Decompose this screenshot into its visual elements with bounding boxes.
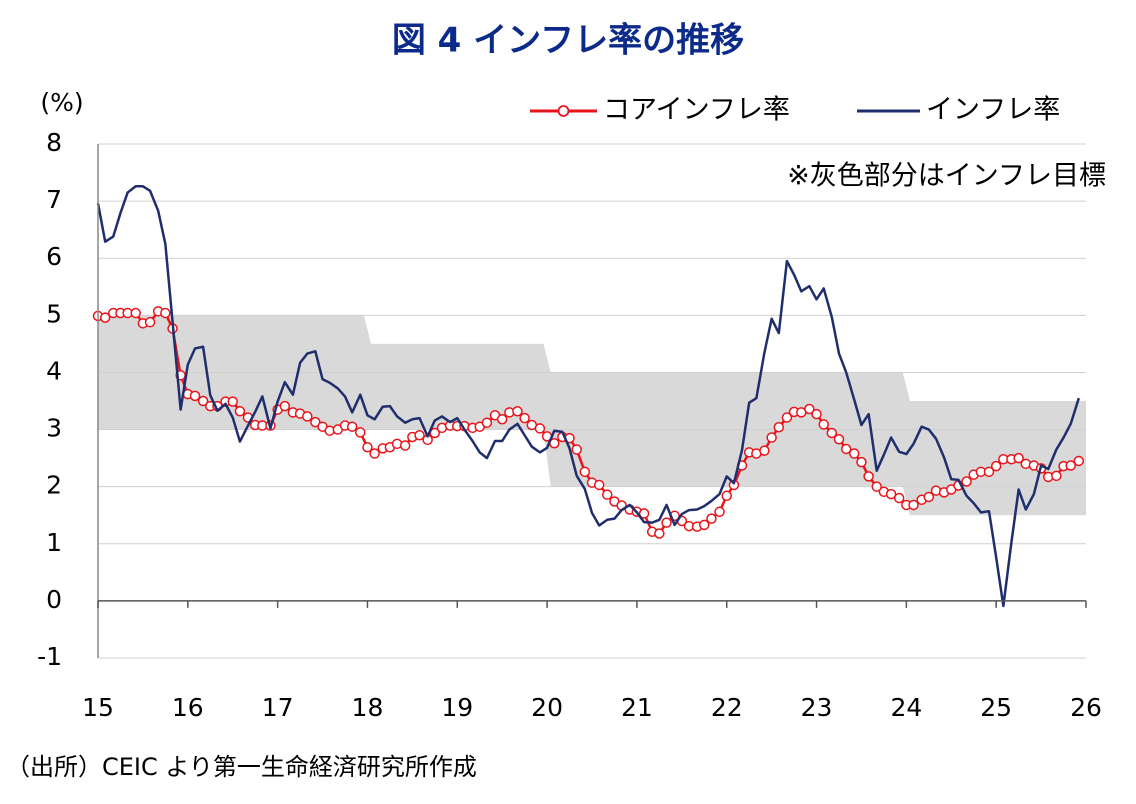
series-marker bbox=[766, 432, 777, 443]
series-line bbox=[96, 185, 1081, 608]
x-tick-label: 23 bbox=[801, 693, 833, 722]
source: （出所）CEIC より第一生命経済研究所作成 bbox=[6, 753, 477, 781]
y-tick-label: 5 bbox=[46, 299, 62, 328]
series-marker bbox=[481, 417, 493, 428]
x-tick-label: 20 bbox=[531, 693, 563, 722]
legend-marker bbox=[557, 105, 570, 117]
series-marker bbox=[310, 416, 321, 428]
series-marker bbox=[369, 448, 380, 459]
series-marker bbox=[579, 466, 591, 478]
series-marker bbox=[279, 400, 291, 412]
series-marker bbox=[714, 506, 725, 518]
series-marker bbox=[1065, 460, 1076, 471]
series-marker bbox=[759, 445, 770, 456]
series-marker bbox=[826, 427, 838, 439]
series-marker bbox=[863, 471, 874, 482]
series-marker bbox=[593, 479, 605, 491]
series-marker bbox=[227, 396, 238, 407]
series-marker bbox=[399, 440, 411, 451]
y-tick-label: 1 bbox=[46, 528, 62, 557]
series-marker bbox=[773, 422, 785, 433]
series-marker bbox=[781, 412, 793, 423]
x-tick-label: 16 bbox=[172, 693, 204, 722]
series-marker bbox=[699, 519, 710, 531]
series-marker bbox=[871, 481, 882, 492]
y-tick-label: 3 bbox=[46, 414, 62, 443]
series-marker bbox=[1073, 455, 1085, 467]
series-marker bbox=[983, 466, 995, 478]
series-marker bbox=[706, 513, 717, 524]
chart-title: 図 4 インフレ率の推移 bbox=[392, 21, 744, 61]
legend-label: コアインフレ率 bbox=[603, 95, 790, 126]
x-tick-label: 22 bbox=[711, 693, 743, 722]
legend-label: インフレ率 bbox=[926, 95, 1060, 126]
series-marker bbox=[1013, 452, 1024, 464]
series-marker bbox=[189, 390, 201, 402]
series-marker bbox=[923, 491, 935, 503]
y-tick-label: 7 bbox=[46, 185, 62, 214]
y-tick-label: 8 bbox=[46, 128, 62, 157]
series-marker bbox=[818, 419, 829, 430]
x-tick-label: 25 bbox=[980, 693, 1012, 722]
x-tick-label: 18 bbox=[352, 693, 384, 722]
series-marker bbox=[362, 442, 373, 453]
x-tick-label: 21 bbox=[621, 693, 653, 722]
series-marker bbox=[721, 490, 732, 502]
target-band bbox=[98, 315, 1086, 516]
series-marker bbox=[414, 430, 425, 441]
series-marker bbox=[234, 406, 246, 417]
series-marker bbox=[519, 412, 530, 424]
y-tick-label: 4 bbox=[46, 356, 62, 385]
series-marker bbox=[638, 508, 650, 519]
x-tick-label: 19 bbox=[441, 693, 473, 722]
y-tick-label: -1 bbox=[37, 642, 62, 671]
series-marker bbox=[512, 406, 523, 417]
series-marker bbox=[1051, 470, 1062, 482]
series-marker bbox=[885, 488, 897, 500]
series-marker bbox=[355, 427, 366, 438]
x-tick-label: 17 bbox=[262, 693, 294, 722]
series-marker bbox=[833, 434, 845, 445]
series-marker bbox=[856, 456, 867, 468]
series-marker bbox=[144, 316, 156, 328]
series-marker bbox=[346, 421, 358, 432]
series-marker bbox=[961, 476, 972, 487]
x-tick-label: 24 bbox=[890, 693, 922, 722]
x-tick-label: 26 bbox=[1070, 693, 1102, 722]
series-marker bbox=[840, 443, 852, 455]
series-marker bbox=[654, 528, 665, 539]
annotation: ※灰色部分はインフレ目標 bbox=[787, 161, 1106, 192]
series-marker bbox=[197, 395, 209, 407]
series-marker bbox=[571, 444, 582, 455]
series-marker bbox=[661, 517, 672, 528]
series-marker bbox=[534, 423, 546, 434]
series-marker bbox=[908, 499, 919, 511]
series-marker bbox=[302, 411, 313, 422]
y-tick-label: 2 bbox=[46, 471, 62, 500]
series-marker bbox=[160, 307, 171, 319]
y-tick-label: 0 bbox=[46, 585, 62, 614]
series-marker bbox=[990, 460, 1002, 472]
series-marker bbox=[602, 489, 613, 500]
series-marker bbox=[804, 403, 815, 415]
series-marker bbox=[893, 492, 905, 504]
series-marker bbox=[811, 408, 822, 420]
series-marker bbox=[849, 448, 860, 459]
series-marker bbox=[99, 312, 111, 323]
x-tick-label: 15 bbox=[82, 693, 114, 722]
series-marker bbox=[130, 307, 141, 319]
y-tick-label: 6 bbox=[46, 242, 62, 271]
series-marker bbox=[496, 414, 508, 425]
y-unit: (%) bbox=[40, 88, 83, 117]
